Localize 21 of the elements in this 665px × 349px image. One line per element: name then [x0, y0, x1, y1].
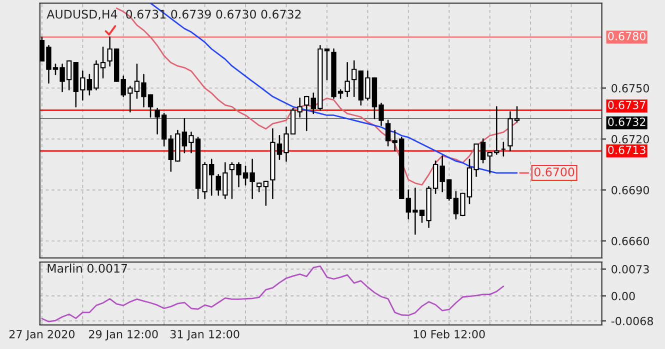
y-tick-label: 0.6660 [612, 236, 649, 246]
y-tick-label: 0.6690 [612, 186, 649, 194]
y-tick-label: 0.0073 [612, 265, 649, 274]
y-tick-label: -0.0068 [611, 316, 653, 326]
y-tick-label: 0.6750 [612, 84, 649, 92]
ref-line-label: 0.6713 [608, 146, 646, 154]
candlestick [263, 180, 268, 206]
x-tick-label: 29 Jan 12:00 [89, 330, 158, 340]
text: 0.6700 [534, 167, 574, 176]
ref-line-label: 0.6732 [608, 118, 646, 126]
line-series [116, 8, 518, 186]
ref-line-label: 0.6780 [608, 32, 646, 40]
y-tick-label: 0.6720 [612, 134, 649, 144]
y-tick-label: 0.00 [612, 292, 635, 300]
x-tick-label: 10 Feb 12:00 [414, 330, 485, 338]
ref-line-label: 0.6737 [608, 100, 646, 110]
line-series [41, 265, 504, 322]
chart-title: Marlin 0.0017 [48, 264, 128, 273]
x-tick-label: 31 Jan 12:00 [170, 330, 240, 340]
candlestick [352, 60, 357, 98]
x-tick-label: 27 Jan 2020 [9, 330, 74, 340]
